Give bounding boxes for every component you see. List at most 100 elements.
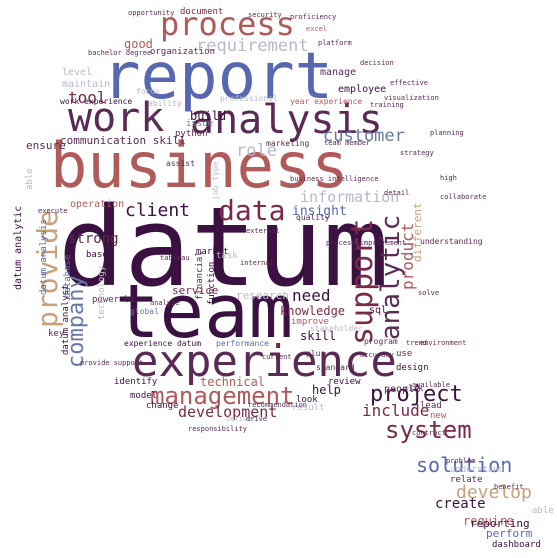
word-information: information xyxy=(300,188,400,206)
word-management: management xyxy=(150,382,295,410)
word-recommendation: recommendation xyxy=(248,401,308,409)
word-analysis: analysis xyxy=(190,97,383,143)
word-accuracy: accuracy xyxy=(360,351,394,359)
word-skill: skill xyxy=(300,329,337,343)
word-effective: effective xyxy=(390,79,428,87)
word-requirement: requirement xyxy=(196,36,309,56)
word-provide-support: provide support xyxy=(80,359,144,367)
word-datum-analyst: datum analyst xyxy=(61,284,71,355)
word-year-experience: year experience xyxy=(290,97,363,106)
word-client: client xyxy=(125,200,191,221)
word-report: report xyxy=(102,40,334,114)
word-program: program xyxy=(364,337,398,346)
word-ability: ability xyxy=(148,99,182,108)
word-base: base xyxy=(86,250,108,260)
word-strong: strong xyxy=(68,231,119,247)
word-operation: operation xyxy=(70,199,125,210)
word-knowledge: knowledge xyxy=(280,304,346,318)
word-benefit: benefit xyxy=(494,483,524,491)
word-security: security xyxy=(248,11,282,19)
word-maintain: maintain xyxy=(62,79,111,90)
word-global: global xyxy=(130,307,159,316)
word-look: look xyxy=(296,395,318,405)
word-team-member: team member xyxy=(324,139,371,147)
word-perform: perform xyxy=(486,527,533,540)
word-build: build xyxy=(190,109,227,123)
word-standard: standard xyxy=(316,363,355,372)
word-research: research xyxy=(236,289,289,302)
word-employee: employee xyxy=(338,84,387,95)
word-team: team xyxy=(115,269,294,355)
word-visualization: visualization xyxy=(384,94,439,102)
word-improve: improve xyxy=(291,317,329,327)
word-focus: focus xyxy=(136,87,161,96)
word-deliver: deliver xyxy=(226,415,256,423)
word-financial: financial xyxy=(195,251,205,300)
word-service: service xyxy=(172,284,219,297)
word-problem: problem xyxy=(446,457,476,465)
word-external: external xyxy=(246,227,280,235)
word-new: new xyxy=(430,411,447,421)
word-design: design xyxy=(396,363,429,373)
word-change: change xyxy=(146,401,179,411)
word-organization: organization xyxy=(150,47,216,57)
word-issue: issue xyxy=(186,119,214,129)
word-trend: trend xyxy=(406,339,428,347)
word-help: help xyxy=(312,383,341,397)
word-performance: performance xyxy=(216,339,269,348)
word-business: business xyxy=(50,129,349,202)
word-risk: risk xyxy=(404,384,424,393)
word-require: require xyxy=(463,514,514,528)
word-good: good xyxy=(124,37,153,51)
word-able: able xyxy=(532,506,554,516)
word-technology: technology xyxy=(97,265,107,320)
word-work: work xyxy=(68,95,165,141)
word-experience-datum: experience datum xyxy=(124,339,202,348)
word-model: model xyxy=(130,391,158,401)
word-dashboard: dashboard xyxy=(492,540,541,550)
word-use: use xyxy=(396,349,413,359)
word-solve: solve xyxy=(418,289,440,297)
word-reporting: reporting xyxy=(470,517,530,530)
word-available: available xyxy=(412,381,450,389)
word-responsibility: responsibility xyxy=(188,425,248,433)
word-data: data xyxy=(218,194,286,227)
word-quality: quality xyxy=(296,213,330,222)
word-need: need xyxy=(292,286,331,305)
word-good-v: able xyxy=(25,168,35,190)
word-tool: tool xyxy=(68,88,107,107)
word-opportunity: opportunity xyxy=(128,9,175,17)
word-stakeholder: stakeholder xyxy=(310,324,363,333)
word-include: include xyxy=(362,401,430,420)
word-plus: plus xyxy=(306,349,326,358)
word-information-v: different xyxy=(411,202,424,262)
word-relate: relate xyxy=(450,475,483,485)
word-power-bi: power bi xyxy=(92,295,136,305)
word-drive: drive xyxy=(246,415,268,423)
word-datum-analysis: datum analysis xyxy=(39,219,49,295)
word-current: current xyxy=(262,353,292,361)
word-execute: execute xyxy=(38,207,68,215)
word-platform: platform xyxy=(318,39,352,47)
word-customer: customer xyxy=(323,126,405,146)
word-marketing: marketing xyxy=(266,139,310,148)
word-assist: assist xyxy=(166,159,195,168)
word-high: high xyxy=(440,174,457,182)
word-planning: planning xyxy=(430,129,464,137)
word-ensure: ensure xyxy=(26,139,66,152)
word-detail: detail xyxy=(384,189,410,197)
word-identify: identify xyxy=(114,377,158,387)
word-tableau: tableau xyxy=(160,254,190,262)
word-analyze: analyze xyxy=(150,299,180,307)
word-key: key xyxy=(48,329,65,339)
word-internal: internal xyxy=(240,259,274,267)
word-process-improvement: process improvement xyxy=(326,239,407,247)
word-process: process xyxy=(160,5,295,43)
word-understanding: understanding xyxy=(420,237,483,246)
word-excel: excel xyxy=(306,25,328,33)
word-datum: datum xyxy=(58,183,390,311)
word-project: project xyxy=(370,382,463,407)
word-level: level xyxy=(62,67,93,78)
word-lead: lead xyxy=(420,401,442,411)
